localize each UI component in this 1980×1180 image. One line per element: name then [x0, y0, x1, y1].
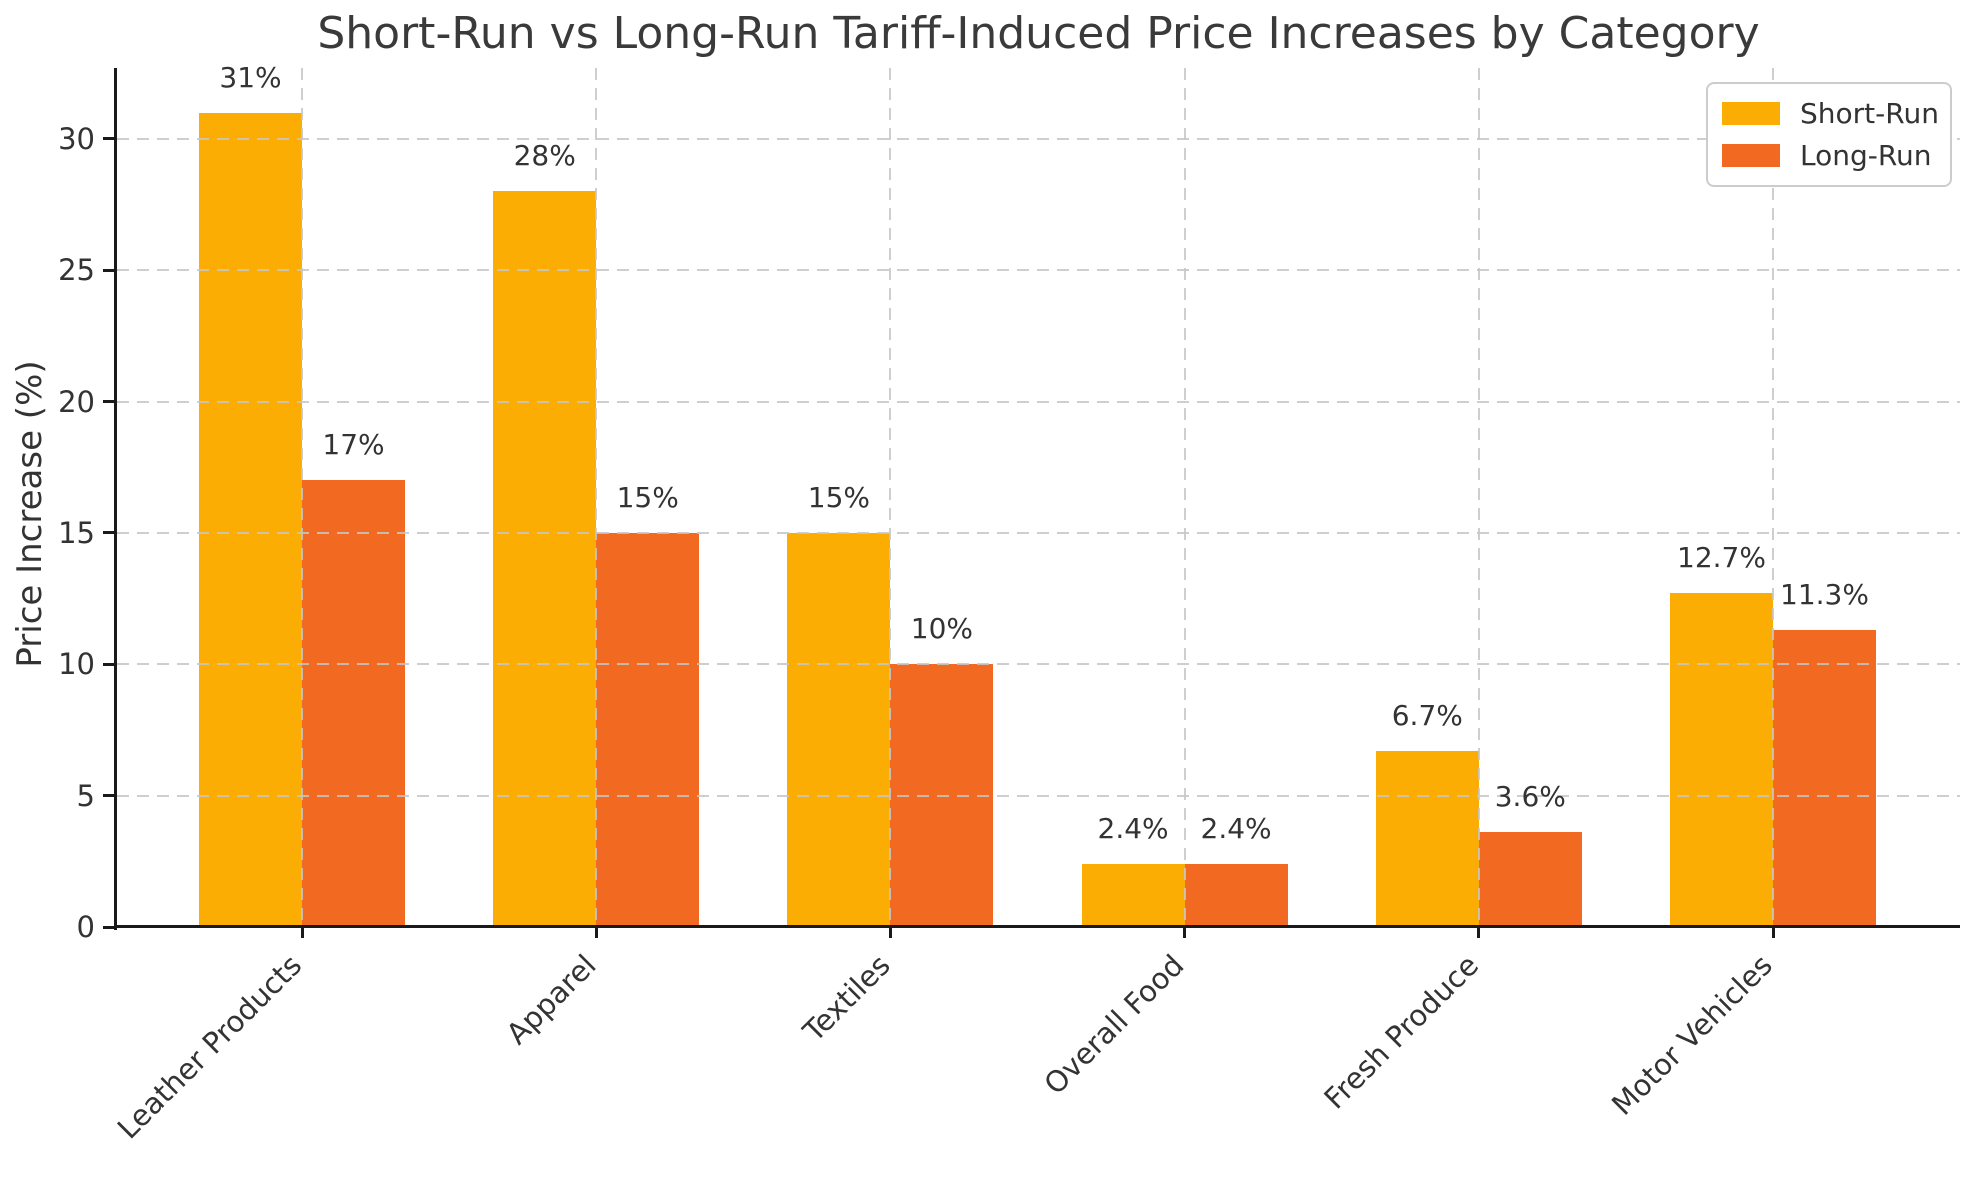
y-tick-label-5: 5: [76, 778, 95, 813]
x-tick-overall-food: [1183, 927, 1187, 938]
y-tick-5: [103, 794, 114, 798]
y-tick-label-10: 10: [58, 647, 95, 682]
gridline-x-leather-products: [301, 68, 303, 927]
gridline-x-fresh-produce: [1477, 68, 1480, 927]
bar-short-run-motor-vehicles: [1670, 593, 1773, 927]
bar-short-run-overall-food: [1081, 863, 1185, 927]
gridline-x-overall-food: [1183, 68, 1186, 927]
gridline-y-25: [117, 269, 1960, 272]
y-tick-label-25: 25: [58, 253, 95, 288]
x-tick-apparel: [594, 927, 598, 938]
gridline-y-15: [117, 531, 1960, 534]
value-label-short-run-motor-vehicles: 12.7%: [1677, 541, 1766, 575]
value-label-long-run-textiles: 10%: [910, 612, 974, 646]
bar-long-run-apparel: [596, 532, 700, 927]
value-label-short-run-textiles: 15%: [807, 480, 871, 514]
bar-short-run-fresh-produce: [1375, 750, 1479, 927]
bar-short-run-apparel: [493, 191, 597, 927]
legend-label-short-run: Short-Run: [1800, 97, 1939, 130]
x-tick-motor-vehicles: [1771, 927, 1775, 938]
gridline-x-apparel: [595, 68, 598, 927]
legend-swatch-short-run: [1722, 102, 1780, 125]
bar-short-run-leather-products: [199, 112, 302, 927]
y-tick-25: [103, 268, 114, 272]
y-tick-label-15: 15: [58, 515, 95, 550]
bar-short-run-textiles: [787, 532, 891, 927]
value-label-short-run-apparel: 28%: [513, 139, 576, 173]
legend: Short-Run Long-Run: [1706, 82, 1952, 187]
legend-entry-long-run: Long-Run: [1722, 139, 1934, 172]
bar-long-run-motor-vehicles: [1773, 630, 1876, 927]
bar-long-run-leather-products: [302, 480, 405, 927]
y-tick-0: [103, 925, 114, 929]
x-tick-label-apparel: Apparel: [499, 948, 603, 1051]
gridline-x-textiles: [889, 68, 892, 927]
y-tick-30: [103, 137, 114, 141]
y-tick-label-30: 30: [58, 121, 95, 156]
y-tick-label-20: 20: [58, 384, 95, 419]
x-tick-textiles: [888, 927, 892, 938]
gridline-y-20: [117, 400, 1960, 403]
chart-title: Short-Run vs Long-Run Tariff-Induced Pri…: [317, 8, 1760, 59]
y-tick-20: [103, 400, 114, 404]
value-label-long-run-apparel: 15%: [616, 480, 679, 514]
bar-long-run-overall-food: [1184, 863, 1288, 927]
value-label-long-run-overall-food: 2.4%: [1200, 811, 1272, 845]
bar-long-run-fresh-produce: [1478, 832, 1582, 927]
x-tick-label-textiles: Textiles: [796, 948, 897, 1049]
value-label-short-run-fresh-produce: 6.7%: [1391, 698, 1463, 732]
y-tick-15: [103, 531, 114, 535]
gridline-y-5: [117, 794, 1960, 797]
x-tick-label-overall-food: Overall Food: [1037, 948, 1191, 1102]
y-axis-spine: [114, 68, 117, 930]
x-tick-label-fresh-produce: Fresh Produce: [1317, 948, 1485, 1116]
value-label-short-run-leather-products: 31%: [219, 60, 282, 94]
x-axis-spine: [114, 925, 1960, 928]
legend-swatch-long-run: [1722, 144, 1780, 167]
legend-entry-short-run: Short-Run: [1722, 97, 1939, 130]
legend-label-long-run: Long-Run: [1800, 139, 1932, 172]
gridline-y-10: [117, 663, 1960, 666]
value-label-short-run-overall-food: 2.4%: [1097, 811, 1169, 845]
gridline-x-motor-vehicles: [1772, 68, 1774, 927]
y-tick-10: [103, 662, 114, 666]
value-label-long-run-leather-products: 17%: [322, 428, 385, 462]
x-tick-fresh-produce: [1477, 927, 1481, 938]
value-label-long-run-motor-vehicles: 11.3%: [1780, 578, 1869, 612]
x-tick-label-leather-products: Leather Products: [110, 948, 309, 1146]
y-tick-label-0: 0: [76, 910, 95, 944]
x-tick-leather-products: [300, 927, 304, 938]
gridline-y-30: [117, 137, 1960, 140]
x-tick-label-motor-vehicles: Motor Vehicles: [1605, 948, 1780, 1122]
value-label-long-run-fresh-produce: 3.6%: [1494, 780, 1566, 814]
